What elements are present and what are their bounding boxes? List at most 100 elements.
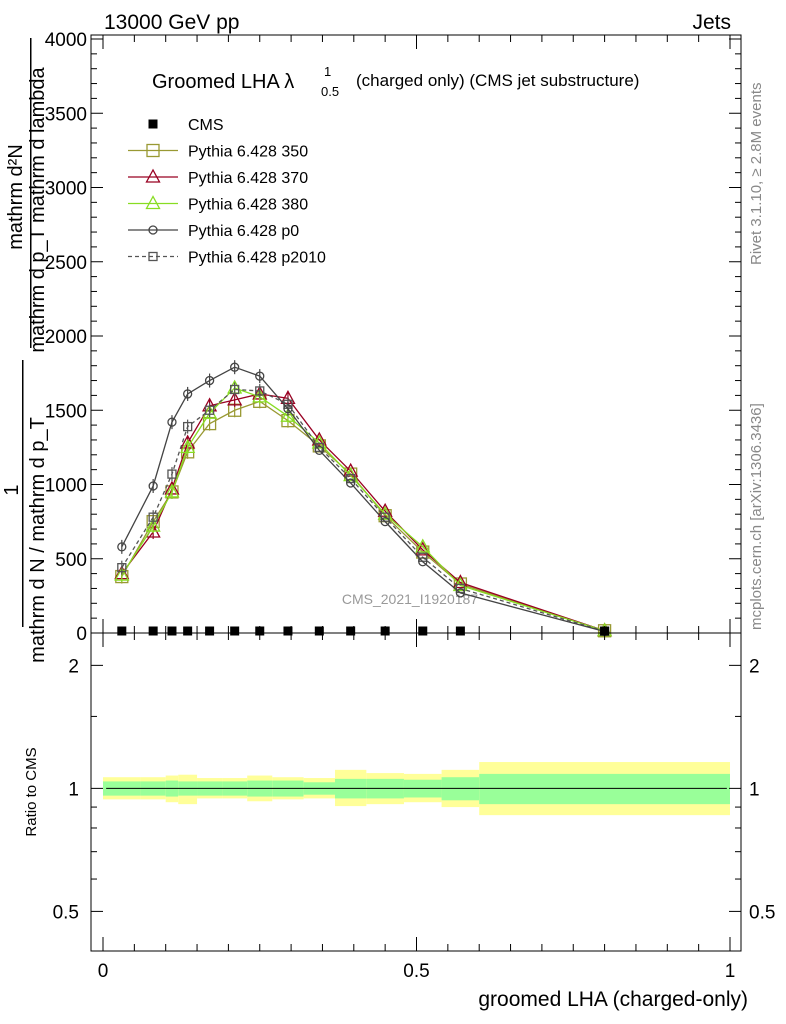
- legend-marker: [148, 225, 158, 235]
- legend-entry: Pythia 6.428 p2010: [128, 250, 326, 267]
- data-point-pythia-6-428-p2010: [167, 469, 177, 479]
- ylabel-line-2: mathrm d p_T mathrm d lambda: [27, 66, 49, 352]
- data-point-cms: [314, 626, 324, 636]
- data-point-pythia-6-428-p2010: [182, 421, 193, 432]
- data-point-pythia-6-428-370: [227, 391, 243, 406]
- ratio-plot-panel: 0 0.5 1 0.5 0.5 1 1 2 2 Ratio to CMS groomed LHA…: [23, 632, 775, 1011]
- data-point-cms: [346, 626, 356, 636]
- data-point-pythia-6-428-380: [252, 388, 268, 403]
- data-point-pythia-6-428-p0: [148, 481, 158, 491]
- series-pythia-6-428-p0: [117, 360, 610, 637]
- data-point-cms: [600, 626, 610, 636]
- legend-label: Pythia 6.428 350: [188, 144, 308, 161]
- data-point-pythia-6-428-p2010: [204, 405, 215, 415]
- ratio-y-tick-label: 2: [68, 656, 79, 677]
- legend-label: Pythia 6.428 p2010: [188, 250, 326, 267]
- header-right: Jets: [692, 11, 731, 34]
- ratio-y-tick-label-right: 0.5: [749, 902, 775, 923]
- data-point-pythia-6-428-p0: [230, 362, 240, 372]
- legend-entry: Pythia 6.428 p0: [128, 223, 299, 240]
- ratio-y-tick-label: 1: [68, 779, 79, 800]
- data-point-pythia-6-428-p0: [455, 588, 466, 598]
- legend-label: Pythia 6.428 370: [188, 170, 308, 187]
- data-point-pythia-6-428-380: [164, 483, 180, 498]
- ratio-y-tick-label: 0.5: [53, 902, 79, 923]
- legend: CMS Pythia 6.428 350 Pythia 6.428 370 Pythi…: [128, 117, 326, 267]
- data-point-pythia-6-428-p0: [117, 542, 127, 552]
- x-tick-label: 1: [725, 961, 736, 982]
- data-point-pythia-6-428-p0: [204, 375, 215, 386]
- series-line-pythia-6-428-p0: [121, 366, 605, 633]
- ylabel-fraction-bar-2: [22, 360, 24, 627]
- ylabel-line-3: 1: [1, 484, 23, 495]
- mcplots-credit: mcplots.cern.ch [arXiv:1306.3436]: [748, 403, 765, 630]
- data-point-cms: [148, 626, 158, 636]
- legend-marker: [148, 119, 158, 129]
- data-point-pythia-6-428-p0: [255, 371, 265, 381]
- data-point-pythia-6-428-380: [415, 538, 431, 553]
- data-point-cms: [283, 626, 293, 636]
- x-axis-label: groomed LHA (charged-only): [478, 988, 748, 1011]
- data-point-pythia-6-428-380: [201, 404, 218, 419]
- ylabel-fraction-bar-1: [30, 38, 32, 348]
- main-y-tick-label: 0: [76, 624, 87, 645]
- data-point-pythia-6-428-380: [114, 566, 130, 581]
- main-y-tick-label: 4000: [45, 30, 87, 51]
- main-y-tick-label: 3000: [45, 179, 87, 200]
- data-point-pythia-6-428-370: [311, 431, 327, 446]
- series-line-pythia-6-428-380: [121, 387, 605, 632]
- main-x-ticks: [102, 35, 731, 633]
- legend-entry: Pythia 6.428 350: [128, 144, 308, 161]
- ratio-inner-band: [479, 773, 730, 805]
- ratio-y-tick-label-right: 1: [749, 779, 760, 800]
- legend-marker: [146, 143, 160, 158]
- series-line-pythia-6-428-p2010: [121, 388, 605, 632]
- ratio-axes: 0 0.5 1 0.5 0.5 1 1 2 2: [53, 633, 775, 982]
- main-y-tick-label: 2000: [45, 327, 87, 348]
- legend-entry: Pythia 6.428 380: [128, 195, 308, 214]
- data-point-pythia-6-428-380: [145, 517, 161, 532]
- series-line-pythia-6-428-370: [121, 393, 605, 632]
- main-y-tick-label: 1500: [45, 401, 87, 422]
- data-point-pythia-6-428-p0: [283, 404, 293, 414]
- data-point-pythia-6-428-380: [280, 407, 296, 422]
- chart-title-suffix: (charged only) (CMS jet substructure): [356, 71, 639, 90]
- data-point-cms: [455, 626, 465, 636]
- chart-title: Groomed LHA λ: [152, 71, 294, 93]
- data-point-cms: [205, 626, 215, 636]
- data-point-pythia-6-428-p2010: [230, 384, 240, 395]
- legend-label: Pythia 6.428 380: [188, 197, 308, 214]
- data-point-pythia-6-428-380: [180, 439, 196, 454]
- data-point-pythia-6-428-p2010: [148, 512, 158, 522]
- ratio-y-tick-label-right: 2: [749, 656, 760, 677]
- data-point-pythia-6-428-p2010: [314, 442, 324, 453]
- legend-entry: Pythia 6.428 370: [128, 168, 308, 187]
- ylabel-line-1: mathrm d²N: [5, 144, 27, 250]
- data-point-pythia-6-428-p0: [418, 557, 428, 567]
- main-series-group: [114, 360, 613, 638]
- legend-label: Pythia 6.428 p0: [188, 223, 299, 240]
- main-plot-panel: 0 500 1000 1500 2000 2500 3000 3500 4000 CMS_202…: [1, 30, 742, 663]
- x-tick-label: 0.5: [403, 961, 429, 982]
- data-point-pythia-6-428-p2010: [255, 386, 265, 396]
- main-y-axis: 0 500 1000 1500 2000 2500 3000 3500 4000: [45, 30, 741, 645]
- data-point-pythia-6-428-p0: [314, 445, 324, 455]
- main-y-label: mathrm d²N mathrm d p_T mathrm d lambda …: [1, 38, 49, 663]
- ratio-y-label: Ratio to CMS: [23, 747, 40, 836]
- data-point-pythia-6-428-p0: [182, 389, 193, 399]
- ylabel-line-4: mathrm d N / mathrm d p_T: [27, 417, 49, 663]
- data-point-cms: [255, 626, 265, 636]
- legend-label: CMS: [188, 117, 224, 134]
- series-cms: [117, 626, 610, 636]
- data-point-pythia-6-428-p2010: [117, 563, 127, 573]
- data-point-pythia-6-428-p0: [346, 478, 356, 488]
- data-point-cms: [117, 626, 127, 636]
- watermark: CMS_2021_I1920187: [342, 591, 478, 607]
- data-point-pythia-6-428-370: [415, 541, 431, 556]
- chart-title-main: Groomed LHA λ: [152, 71, 294, 93]
- data-point-pythia-6-428-p0: [167, 417, 177, 427]
- data-point-pythia-6-428-p0: [380, 516, 390, 527]
- main-y-tick-label: 3500: [45, 104, 87, 125]
- legend-entry: CMS: [148, 117, 224, 134]
